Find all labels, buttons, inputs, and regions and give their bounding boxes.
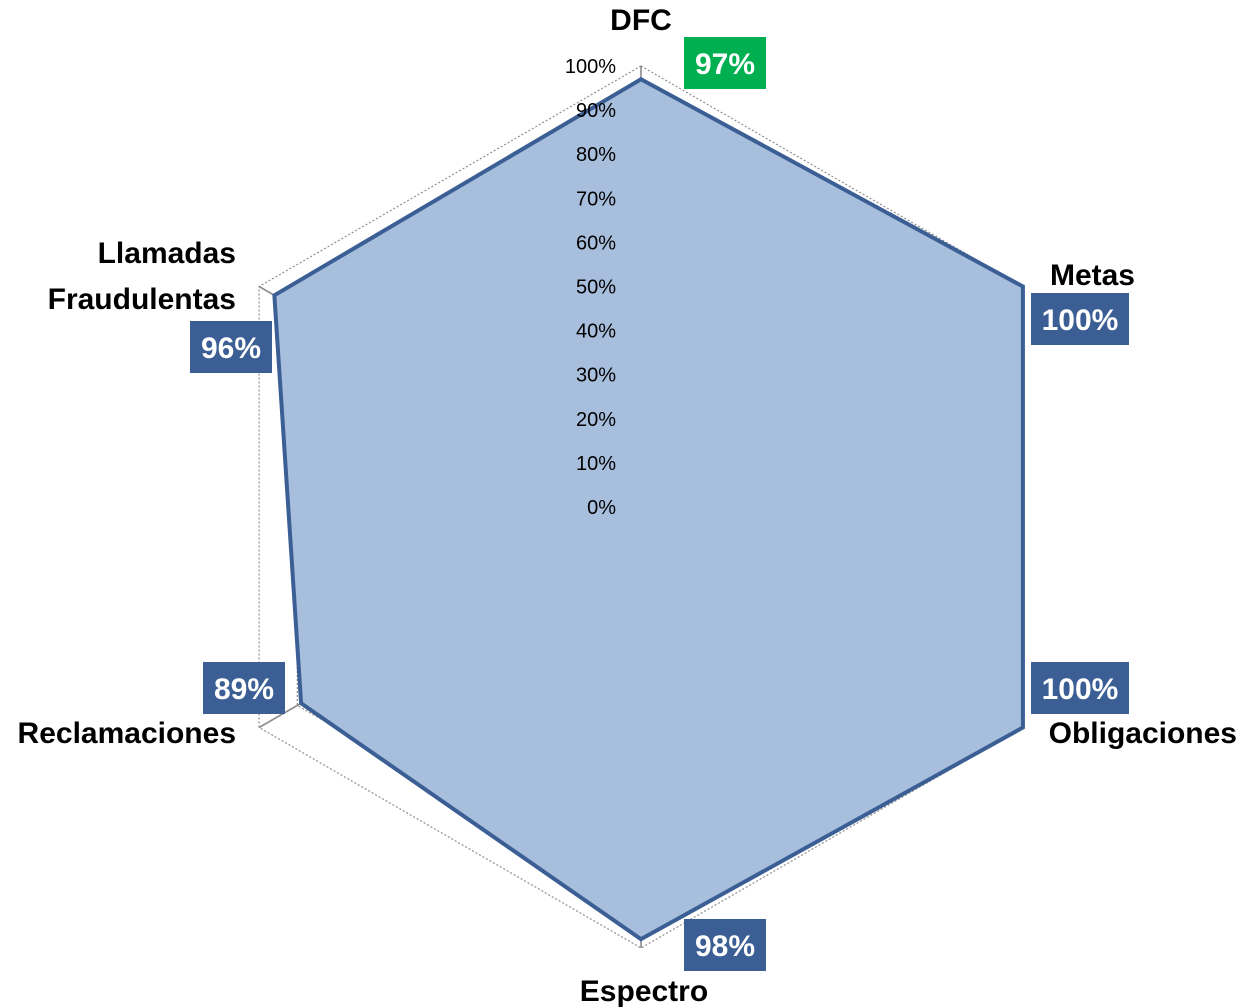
value-label-box bbox=[190, 321, 272, 373]
value-label-box bbox=[684, 37, 766, 89]
category-label: Llamadas Fraudulentas bbox=[48, 237, 236, 316]
category-label: Obligaciones bbox=[1049, 717, 1237, 750]
tick-label: 50% bbox=[576, 277, 616, 299]
tick-label: 40% bbox=[576, 321, 616, 343]
tick-label: 60% bbox=[576, 232, 616, 254]
value-label-box bbox=[1031, 662, 1129, 714]
series-line bbox=[272, 76, 1025, 942]
value-label: 89% bbox=[214, 673, 274, 706]
value-label: 100% bbox=[1042, 304, 1119, 337]
category-label-line: Fraudulentas bbox=[48, 283, 236, 316]
category-label: DFC bbox=[610, 4, 672, 37]
tick-label: 90% bbox=[576, 100, 616, 122]
value-label: 97% bbox=[695, 48, 755, 81]
value-label: 100% bbox=[1042, 673, 1119, 706]
value-label-box bbox=[684, 919, 766, 971]
tick-label: 100% bbox=[565, 56, 616, 78]
category-label: Metas bbox=[1050, 259, 1135, 292]
value-label: 96% bbox=[201, 332, 261, 365]
value-labels: 97% 100% 100% 98% 89% 96% bbox=[190, 37, 1129, 971]
category-labels: DFC Metas Obligaciones Espectro Reclamacione… bbox=[18, 4, 1237, 1008]
tick-label: 80% bbox=[576, 144, 616, 166]
category-label: Espectro bbox=[580, 975, 708, 1008]
tick-label: 70% bbox=[576, 188, 616, 210]
tick-label: 30% bbox=[576, 365, 616, 387]
tick-labels: 0% 10% 20% 30% 40% 50% 60% 70% 80% 90% 100% bbox=[565, 56, 616, 519]
value-label: 98% bbox=[695, 930, 755, 963]
series-layer bbox=[272, 76, 1025, 942]
value-label-box bbox=[203, 662, 285, 714]
value-label-box bbox=[1031, 293, 1129, 345]
tick-label: 10% bbox=[576, 453, 616, 475]
series-area bbox=[274, 79, 1023, 940]
category-label: Reclamaciones bbox=[18, 717, 236, 750]
tick-label: 20% bbox=[576, 409, 616, 431]
tick-label: 0% bbox=[587, 497, 616, 519]
category-label-line: Llamadas bbox=[98, 237, 236, 270]
